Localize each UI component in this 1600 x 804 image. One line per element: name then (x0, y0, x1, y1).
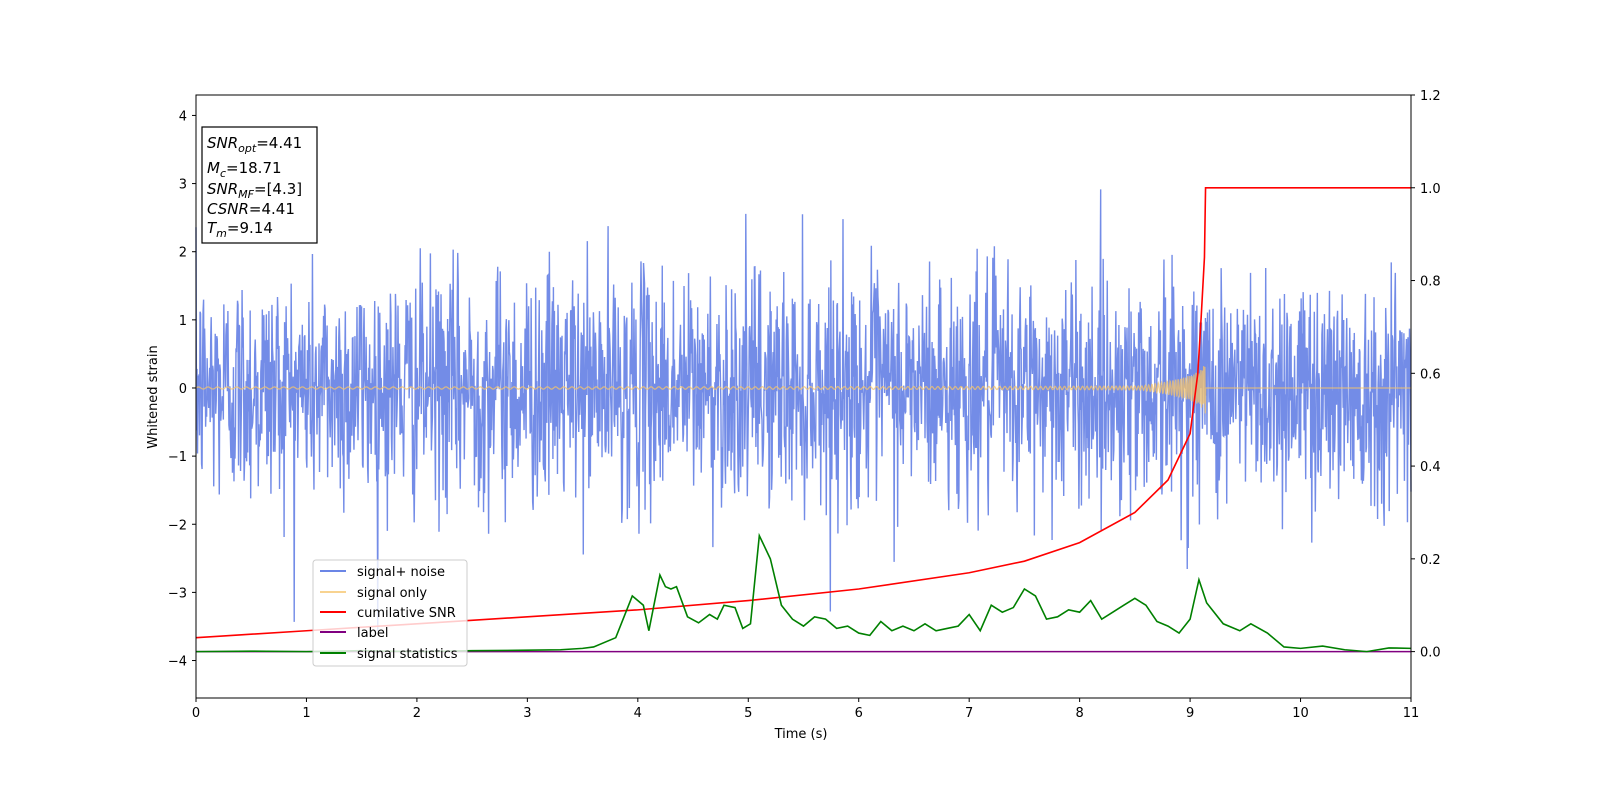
y-right-tick-label: 1.2 (1420, 89, 1441, 104)
legend-label: label (357, 626, 388, 641)
y-axis-label: Whitened strain (146, 345, 161, 448)
plot-frame (195, 94, 1412, 699)
x-tick-label: 2 (413, 706, 421, 721)
x-tick-label: 11 (1403, 706, 1420, 721)
y-right-tick-label: 0.2 (1420, 553, 1441, 568)
y-left-tick-label: −4 (168, 655, 187, 670)
annotation-line: CSNR=4.41 (207, 200, 295, 218)
y-left-tick-label: −2 (168, 518, 187, 533)
y-left-tick-label: 2 (179, 246, 187, 261)
y-left-tick-label: −3 (168, 586, 187, 601)
y-left-tick-label: 4 (179, 109, 187, 124)
x-tick-label: 5 (744, 706, 752, 721)
annotation-line: SNRopt=4.41 (207, 134, 302, 155)
y-left-tick-label: 3 (179, 178, 187, 193)
y-right-tick-label: 1.0 (1420, 182, 1441, 197)
x-tick-label: 4 (634, 706, 642, 721)
y-right-tick-label: 0.0 (1420, 646, 1441, 661)
series-signal-only-line (195, 366, 1411, 414)
x-tick-label: 10 (1292, 706, 1309, 721)
x-tick-label: 3 (523, 706, 531, 721)
y-left-tick-label: 1 (179, 314, 187, 329)
x-tick-label: 1 (302, 706, 310, 721)
legend: signal+ noise signal only cumilative SNR la… (312, 559, 468, 667)
annotation-box: SNRopt=4.41 Mc=18.71SNRMF=[4.3]CSNR=4.41T… (201, 126, 318, 244)
series-cumilative-snr-line (195, 186, 1411, 639)
x-tick-label: 7 (965, 706, 973, 721)
y-left-tick-label: −1 (168, 450, 187, 465)
x-axis-label: Time (s) (774, 727, 828, 742)
y-right-tick-label: 0.8 (1420, 275, 1441, 290)
legend-label: cumilative SNR (357, 606, 456, 621)
y-right-tick-label: 0.6 (1420, 367, 1441, 382)
y-right-tick-label: 0.4 (1420, 460, 1441, 475)
x-tick-label: 8 (1075, 706, 1083, 721)
x-tick-label: 6 (855, 706, 863, 721)
x-tick-label: 0 (192, 706, 200, 721)
legend-frame (312, 559, 468, 667)
annotation-frame (201, 126, 318, 244)
legend-label: signal only (357, 586, 427, 601)
legend-label: signal statistics (357, 647, 458, 662)
y-left-tick-label: 0 (179, 382, 187, 397)
axes: 0 1 2 3 4 5 6 7 8 9 10 1143210−1−2−3−41.21.00.80.60… (168, 89, 1441, 721)
annotation-line: Mc=18.71 (207, 159, 282, 180)
annotation-line: Tm=9.14 (207, 219, 273, 240)
series-signal-noise-line (195, 189, 1412, 631)
annotation-line: SNRMF=[4.3] (207, 180, 302, 201)
legend-label: signal+ noise (357, 565, 445, 580)
x-tick-label: 9 (1186, 706, 1194, 721)
series-signal-statistics-line (195, 532, 1412, 653)
